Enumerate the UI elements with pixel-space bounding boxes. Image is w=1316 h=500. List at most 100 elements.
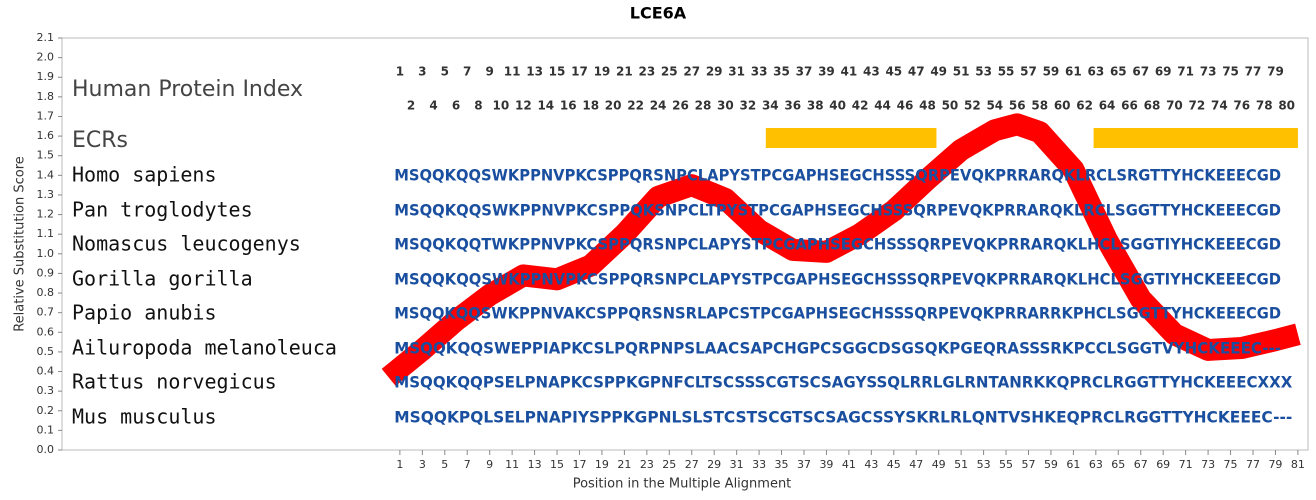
x-tick-label: 43 — [864, 458, 878, 471]
index-number: 47 — [908, 65, 925, 79]
x-tick-label: 71 — [1179, 458, 1193, 471]
index-number: 75 — [1222, 65, 1239, 79]
index-number: 12 — [515, 99, 532, 113]
index-number: 74 — [1211, 99, 1228, 113]
sequence: MSQQKQQSWKPPNVPKCSPPQRSNPCLAPYSTPCGAPHSE… — [394, 270, 1281, 289]
sequence: MSQQKQQPSELPNAPKCSPPKGPNFCLTSCSSSCGTSCSA… — [394, 373, 1293, 392]
index-number: 32 — [740, 99, 757, 113]
index-number: 53 — [975, 65, 992, 79]
index-number: 80 — [1278, 99, 1295, 113]
x-tick-label: 69 — [1156, 458, 1170, 471]
x-tick-label: 75 — [1224, 458, 1238, 471]
species-name: Papio anubis — [72, 301, 217, 325]
x-tick-label: 67 — [1134, 458, 1148, 471]
chart-title: LCE6A — [630, 4, 687, 23]
x-tick-label: 51 — [954, 458, 968, 471]
index-number: 65 — [1110, 65, 1127, 79]
index-number: 2 — [407, 99, 415, 113]
index-number: 40 — [829, 99, 846, 113]
x-tick-label: 13 — [528, 458, 542, 471]
index-number: 48 — [919, 99, 936, 113]
index-number: 64 — [1099, 99, 1116, 113]
y-tick-label: 0.4 — [37, 365, 55, 378]
y-tick-label: 0.1 — [37, 423, 55, 436]
y-tick-label: 1.6 — [37, 129, 55, 142]
x-tick-label: 77 — [1246, 458, 1260, 471]
sequence: MSQQKQQSWKPPNVAKCSPPQRSNSRLAPCSTPCGAPHSE… — [394, 304, 1281, 323]
index-number: 56 — [1009, 99, 1026, 113]
x-tick-label: 25 — [662, 458, 676, 471]
index-number: 37 — [796, 65, 813, 79]
index-number: 26 — [672, 99, 689, 113]
x-tick-label: 17 — [572, 458, 586, 471]
index-number: 77 — [1245, 65, 1262, 79]
x-tick-label: 33 — [752, 458, 766, 471]
ecr-bar — [765, 128, 937, 148]
y-tick-label: 1.3 — [37, 188, 55, 201]
index-number: 58 — [1031, 99, 1048, 113]
x-tick-label: 5 — [441, 458, 448, 471]
x-tick-label: 31 — [730, 458, 744, 471]
x-tick-label: 1 — [396, 458, 403, 471]
index-number: 7 — [463, 65, 471, 79]
index-number: 28 — [695, 99, 712, 113]
species-name: Homo sapiens — [72, 163, 217, 187]
index-number: 55 — [998, 65, 1015, 79]
index-number: 20 — [605, 99, 622, 113]
index-number: 52 — [964, 99, 981, 113]
index-label: Human Protein Index — [72, 77, 303, 102]
index-number: 73 — [1200, 65, 1217, 79]
x-tick-label: 37 — [797, 458, 811, 471]
index-number: 69 — [1155, 65, 1172, 79]
index-number: 44 — [874, 99, 891, 113]
index-number: 22 — [627, 99, 644, 113]
index-number: 17 — [571, 65, 588, 79]
y-tick-label: 1.0 — [37, 247, 55, 260]
species-name: Nomascus leucogenys — [72, 232, 301, 256]
index-number: 76 — [1233, 99, 1250, 113]
index-number: 39 — [818, 65, 835, 79]
index-number: 14 — [537, 99, 554, 113]
y-tick-label: 0.7 — [37, 306, 55, 319]
y-tick-label: 1.4 — [37, 168, 55, 181]
sequence: MSQQKQQSWKPPNVPKCSPPQKSNPCLTPYSTPCGAPHSE… — [394, 201, 1281, 220]
index-number: 72 — [1189, 99, 1206, 113]
y-tick-label: 2.1 — [37, 31, 55, 44]
index-number: 42 — [852, 99, 869, 113]
index-number: 16 — [560, 99, 577, 113]
x-tick-label: 57 — [1021, 458, 1035, 471]
index-number: 71 — [1177, 65, 1194, 79]
y-tick-label: 1.7 — [37, 109, 55, 122]
y-tick-label: 0.0 — [37, 443, 55, 456]
index-number: 25 — [661, 65, 678, 79]
x-tick-label: 27 — [685, 458, 699, 471]
y-tick-label: 1.9 — [37, 70, 55, 83]
x-tick-label: 59 — [1044, 458, 1058, 471]
index-number: 27 — [683, 65, 700, 79]
sequence: MSQQKQQSWEPPIAPKCSLPQRPNPSLAACSAPCHGPCSG… — [394, 339, 1281, 358]
x-tick-label: 9 — [486, 458, 493, 471]
index-number: 21 — [616, 65, 633, 79]
index-number: 13 — [526, 65, 543, 79]
index-number: 4 — [429, 99, 437, 113]
species-name: Mus musculus — [72, 405, 217, 429]
x-tick-label: 19 — [595, 458, 609, 471]
x-tick-label: 65 — [1111, 458, 1125, 471]
index-number: 6 — [452, 99, 460, 113]
y-tick-label: 0.6 — [37, 325, 55, 338]
index-number: 66 — [1121, 99, 1138, 113]
index-number: 23 — [638, 65, 655, 79]
x-tick-label: 15 — [550, 458, 564, 471]
sequence: MSQQKQQSWKPPNVPKCSPPQRSNPCLAPYSTPCGAPHSE… — [394, 166, 1281, 185]
index-number: 35 — [773, 65, 790, 79]
index-number: 67 — [1132, 65, 1149, 79]
y-tick-label: 0.8 — [37, 286, 55, 299]
index-number: 11 — [504, 65, 521, 79]
index-number: 78 — [1256, 99, 1273, 113]
species-name: Rattus norvegicus — [72, 370, 277, 394]
index-number: 8 — [474, 99, 482, 113]
x-tick-label: 35 — [775, 458, 789, 471]
x-tick-label: 3 — [419, 458, 426, 471]
y-tick-label: 1.1 — [37, 227, 55, 240]
index-number: 61 — [1065, 65, 1082, 79]
